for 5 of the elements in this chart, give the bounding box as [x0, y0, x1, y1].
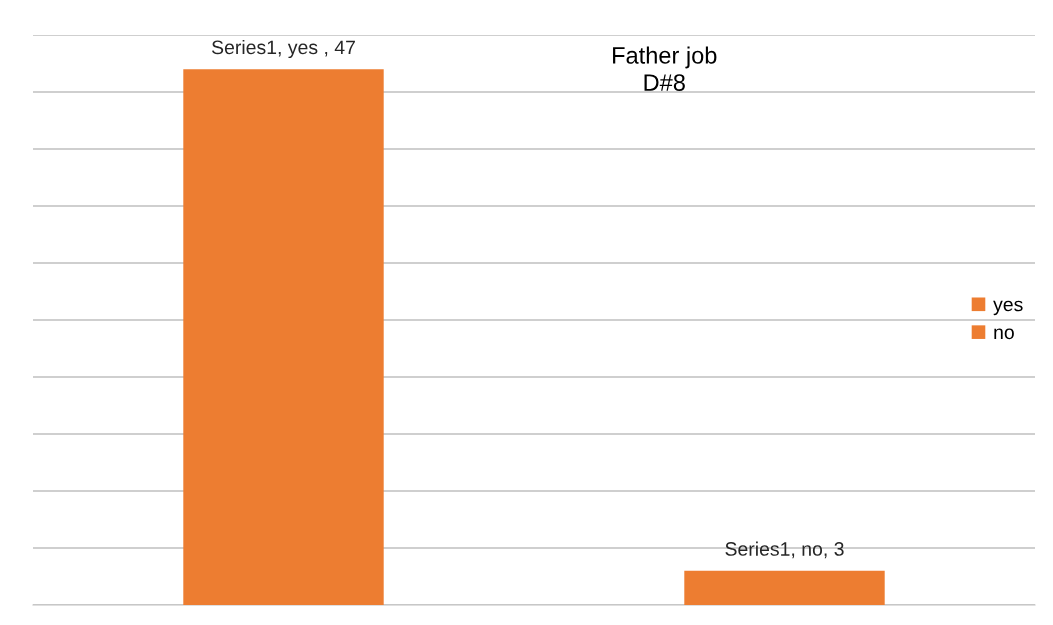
text: Father job D#8 [613, 46, 717, 91]
data-label: Series1, no, 3 [725, 541, 844, 559]
legend-label: no [994, 328, 1014, 340]
legend-label: yes [993, 300, 1023, 316]
data-label: Series1, yes , 47 [211, 39, 355, 59]
